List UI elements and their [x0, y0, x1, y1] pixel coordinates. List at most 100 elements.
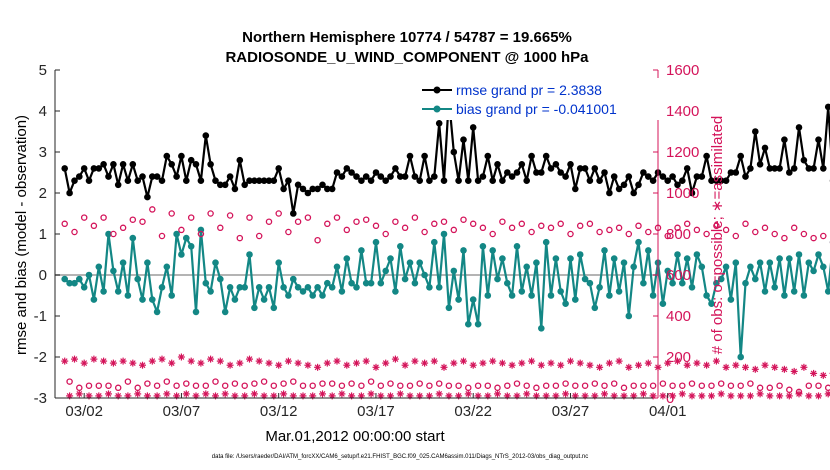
point-bias [489, 247, 497, 254]
point-assimilated [109, 359, 117, 367]
point-bias [635, 238, 642, 246]
point-assimilated-stroke [198, 360, 204, 366]
point-rmse [630, 189, 637, 197]
x-tick-label: 03/27 [552, 403, 590, 420]
point-rmse [110, 161, 117, 168]
point-assimilated-stroke [640, 391, 647, 397]
point-possible [703, 230, 710, 238]
point-possible [212, 378, 219, 385]
point-possible [742, 220, 749, 228]
point-rmse [255, 177, 263, 184]
point-possible [382, 230, 389, 238]
point-bias [362, 279, 370, 287]
point-rmse [401, 173, 409, 180]
point-possible [119, 224, 127, 232]
point-assimilated-stroke [436, 391, 443, 397]
point-bias [95, 263, 103, 271]
point-bias [800, 292, 808, 299]
point-assimilated-stroke [694, 360, 700, 366]
point-assimilated-stroke [363, 358, 370, 364]
y-tick-label-right: 400 [666, 308, 691, 325]
point-bias [343, 255, 351, 262]
point-possible [518, 220, 526, 228]
point-possible [328, 380, 336, 387]
point-rmse [217, 181, 224, 189]
point-assimilated-stroke [227, 362, 233, 369]
point-assimilated-stroke [207, 356, 214, 362]
point-assimilated-stroke [105, 391, 112, 397]
point-assimilated [766, 392, 774, 400]
point-possible [562, 380, 569, 387]
point-possible [635, 222, 642, 230]
point-rmse [294, 181, 302, 189]
point-assimilated [751, 365, 759, 373]
point-rmse [299, 185, 307, 193]
point-assimilated [401, 361, 409, 369]
point-possible [747, 380, 754, 387]
point-possible [732, 232, 740, 240]
point-possible [221, 382, 229, 389]
point-possible [640, 382, 647, 389]
point-assimilated [605, 359, 613, 367]
point-possible [761, 224, 769, 232]
point-possible [168, 210, 175, 217]
point-possible [236, 234, 244, 242]
point-bias [640, 279, 647, 287]
point-rmse [683, 165, 691, 172]
y-tick-label-right: 1400 [666, 103, 699, 120]
point-bias [455, 296, 462, 303]
point-assimilated-stroke [801, 364, 807, 371]
point-possible [693, 226, 701, 234]
point-assimilated [727, 392, 735, 400]
point-rmse [149, 173, 156, 180]
point-possible [353, 218, 360, 225]
point-assimilated [800, 363, 808, 371]
point-bias [722, 263, 730, 271]
point-assimilated-stroke [766, 393, 773, 399]
y-axis-label-right: # of obs: o=possible; ∗=assimilated [709, 116, 726, 355]
legend-marker-rmse [433, 86, 441, 94]
point-bias [659, 300, 667, 308]
point-bias [815, 251, 822, 258]
point-assimilated [693, 359, 701, 367]
point-rmse [324, 185, 331, 193]
point-rmse [586, 177, 594, 184]
point-assimilated-stroke [499, 360, 506, 366]
point-rmse [197, 177, 205, 184]
point-assimilated-stroke [460, 358, 467, 364]
point-bias [776, 255, 783, 262]
point-assimilated-stroke [110, 360, 117, 366]
point-rmse [431, 173, 438, 180]
point-bias [212, 259, 219, 267]
point-assimilated [601, 390, 608, 398]
point-assimilated [197, 359, 205, 367]
point-bias [100, 288, 107, 295]
point-assimilated [780, 365, 788, 373]
point-rmse [601, 169, 608, 176]
point-assimilated-stroke [606, 360, 613, 366]
point-bias [431, 238, 438, 246]
point-possible [90, 222, 98, 230]
footnote: data file: /Users/raeder/DAI/ATM_forcXX/… [212, 454, 588, 460]
point-bias [674, 251, 681, 258]
point-possible [547, 224, 555, 232]
point-assimilated [479, 359, 487, 367]
point-bias [810, 267, 817, 275]
point-assimilated [635, 361, 642, 369]
point-assimilated [785, 392, 793, 400]
point-bias [795, 251, 803, 258]
point-bias [518, 288, 526, 295]
point-assimilated-stroke [689, 393, 695, 399]
legend-label-rmse: rmse grand pr = 2.3838 [456, 82, 602, 98]
point-bias [426, 284, 433, 291]
point-possible [367, 378, 375, 385]
point-assimilated-stroke [635, 362, 642, 369]
point-assimilated [75, 390, 83, 398]
point-bias [187, 243, 195, 250]
point-assimilated [703, 361, 711, 369]
point-assimilated-stroke [465, 391, 472, 397]
point-assimilated-stroke [343, 362, 350, 369]
point-assimilated [596, 363, 604, 371]
legend-label-bias: bias grand pr = -0.041001 [456, 101, 617, 117]
point-rmse [508, 173, 516, 180]
